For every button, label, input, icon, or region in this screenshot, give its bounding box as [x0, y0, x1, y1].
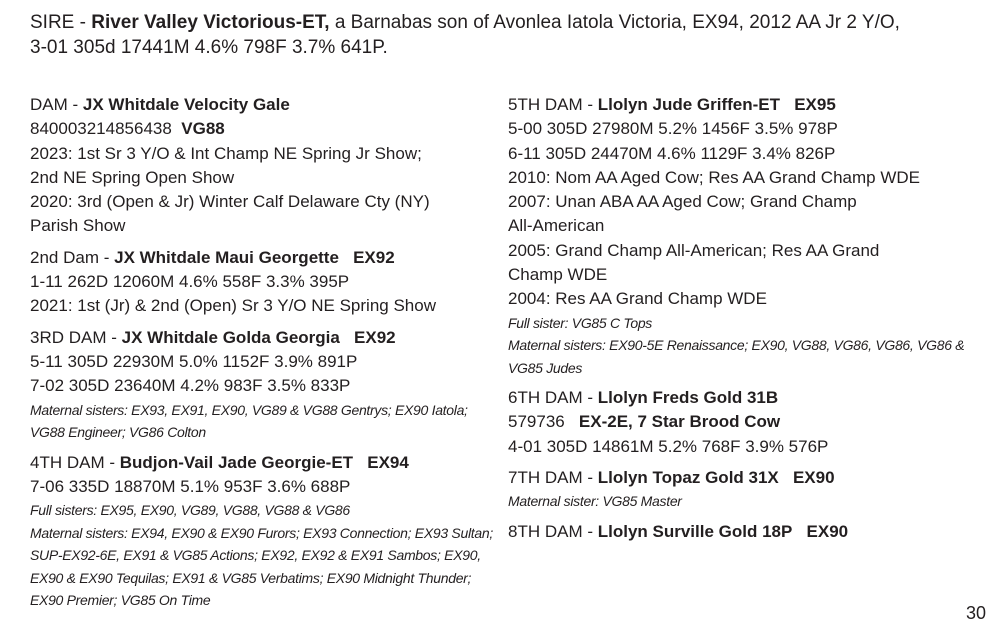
dam4-note: Maternal sisters: EX94, EX90 & EX90 Furo… [30, 524, 493, 541]
dam7-block: 7TH DAM - Llolyn Topaz Gold 31X EX90 Mat… [508, 466, 978, 513]
sire-record: 3-01 305d 17441M 4.6% 798F 3.7% 641P. [30, 37, 388, 58]
dam3-label: 3RD DAM - [30, 327, 117, 347]
sire-name: River Valley Victorious-ET, [91, 12, 330, 33]
dam4-name: Budjon-Vail Jade Georgie-ET [119, 452, 354, 472]
dam3-block: 3RD DAM - JX Whitdale Golda Georgia EX92… [30, 326, 500, 444]
dam4-note: SUP-EX92-6E, EX91 & VG85 Actions; EX92, … [30, 547, 481, 564]
sire-description: a Barnabas son of Avonlea Iatola Victori… [334, 12, 900, 33]
dam6-name: Llolyn Freds Gold 31B [597, 388, 779, 408]
dam3-score: EX92 [354, 327, 396, 347]
dam5-name: Llolyn Jude Griffen-ET [597, 95, 781, 114]
dam4-line: 7-06 335D 18870M 5.1% 953F 3.6% 688P [30, 476, 351, 496]
dam5-line: 6-11 305D 24470M 4.6% 1129F 3.4% 826P [508, 143, 836, 163]
dam5-score: EX95 [794, 95, 836, 114]
dam-line: Parish Show [30, 216, 126, 236]
dam7-score: EX90 [792, 468, 835, 488]
dam7-label: 7TH DAM - [508, 468, 593, 488]
dam8-block: 8TH DAM - Llolyn Surville Gold 18P EX90 [508, 520, 978, 544]
dam5-block: 5TH DAM - Llolyn Jude Griffen-ET EX95 5-… [508, 93, 978, 379]
dam2-score: EX92 [353, 247, 395, 267]
dam6-score: EX-2E, 7 Star Brood Cow [578, 412, 781, 432]
dam5-note: Full sister: VG85 C Tops [508, 314, 653, 331]
dam5-line: 2004: Res AA Grand Champ WDE [508, 289, 767, 309]
dam4-block: 4TH DAM - Budjon-Vail Jade Georgie-ET EX… [30, 451, 500, 612]
dam6-registration: 579736 [508, 412, 565, 432]
dam3-note: Maternal sisters: EX93, EX91, EX90, VG89… [30, 401, 468, 418]
dam5-label: 5TH DAM - [508, 95, 593, 114]
dam4-note: EX90 Premier; VG85 On Time [30, 592, 211, 609]
page-number: 30 [965, 603, 986, 623]
dam4-score: EX94 [367, 452, 409, 472]
dam-label: DAM - [30, 95, 79, 114]
dam4-label: 4TH DAM - [30, 452, 115, 472]
dam5-line: 2010: Nom AA Aged Cow; Res AA Grand Cham… [508, 167, 920, 187]
dam5-line: Champ WDE [508, 265, 608, 285]
dam2-name: JX Whitdale Maui Georgette [114, 247, 339, 267]
dam4-note: Full sisters: EX95, EX90, VG89, VG88, VG… [30, 502, 350, 519]
dam5-note: Maternal sisters: EX90-5E Renaissance; E… [508, 337, 965, 354]
sire-label: SIRE - [30, 12, 86, 33]
dam5-line: 5-00 305D 27980M 5.2% 1456F 3.5% 978P [508, 119, 838, 139]
dam6-line: 4-01 305D 14861M 5.2% 768F 3.9% 576P [508, 436, 829, 456]
dam3-name: JX Whitdale Golda Georgia [121, 327, 340, 347]
dam8-name: Llolyn Surville Gold 18P [597, 521, 793, 541]
dam5-note: VG85 Judes [508, 359, 583, 376]
dam5-line: All-American [508, 216, 605, 236]
left-column: DAM - JX Whitdale Velocity Gale 84000321… [30, 93, 500, 619]
dam4-note: EX90 & EX90 Tequilas; EX91 & VG85 Verbat… [30, 569, 472, 586]
dam-line: 2020: 3rd (Open & Jr) Winter Calf Delawa… [30, 192, 430, 212]
dam2-line: 2021: 1st (Jr) & 2nd (Open) Sr 3 Y/O NE … [30, 296, 436, 316]
dam2-label: 2nd Dam - [30, 247, 110, 267]
dam5-line: 2005: Grand Champ All-American; Res AA G… [508, 240, 880, 260]
dam7-note: Maternal sister: VG85 Master [508, 493, 682, 510]
dam-registration: 840003214856438 [30, 119, 172, 139]
dam-name: JX Whitdale Velocity Gale [82, 95, 290, 114]
dam3-line: 7-02 305D 23640M 4.2% 983F 3.5% 833P [30, 376, 351, 396]
dam6-block: 6TH DAM - Llolyn Freds Gold 31B 579736 E… [508, 386, 978, 459]
dam2-line: 1-11 262D 12060M 4.6% 558F 3.3% 395P [30, 272, 350, 292]
dam-line: 2023: 1st Sr 3 Y/O & Int Champ NE Spring… [30, 143, 422, 163]
dam-line: 2nd NE Spring Open Show [30, 167, 235, 187]
dam5-line: 2007: Unan ABA AA Aged Cow; Grand Champ [508, 192, 857, 212]
dam2-block: 2nd Dam - JX Whitdale Maui Georgette EX9… [30, 246, 500, 319]
dam-score: VG88 [181, 119, 225, 139]
right-column: 5TH DAM - Llolyn Jude Griffen-ET EX95 5-… [508, 93, 978, 551]
dam3-line: 5-11 305D 22930M 5.0% 1152F 3.9% 891P [30, 351, 358, 371]
dam8-label: 8TH DAM - [508, 521, 593, 541]
dam7-name: Llolyn Topaz Gold 31X [597, 468, 779, 488]
dam3-note: VG88 Engineer; VG86 Colton [30, 424, 206, 441]
dam8-score: EX90 [806, 521, 849, 541]
sire-section: SIRE - River Valley Victorious-ET, a Bar… [30, 10, 970, 60]
dam6-label: 6TH DAM - [508, 388, 593, 408]
dam-block: DAM - JX Whitdale Velocity Gale 84000321… [30, 93, 500, 239]
